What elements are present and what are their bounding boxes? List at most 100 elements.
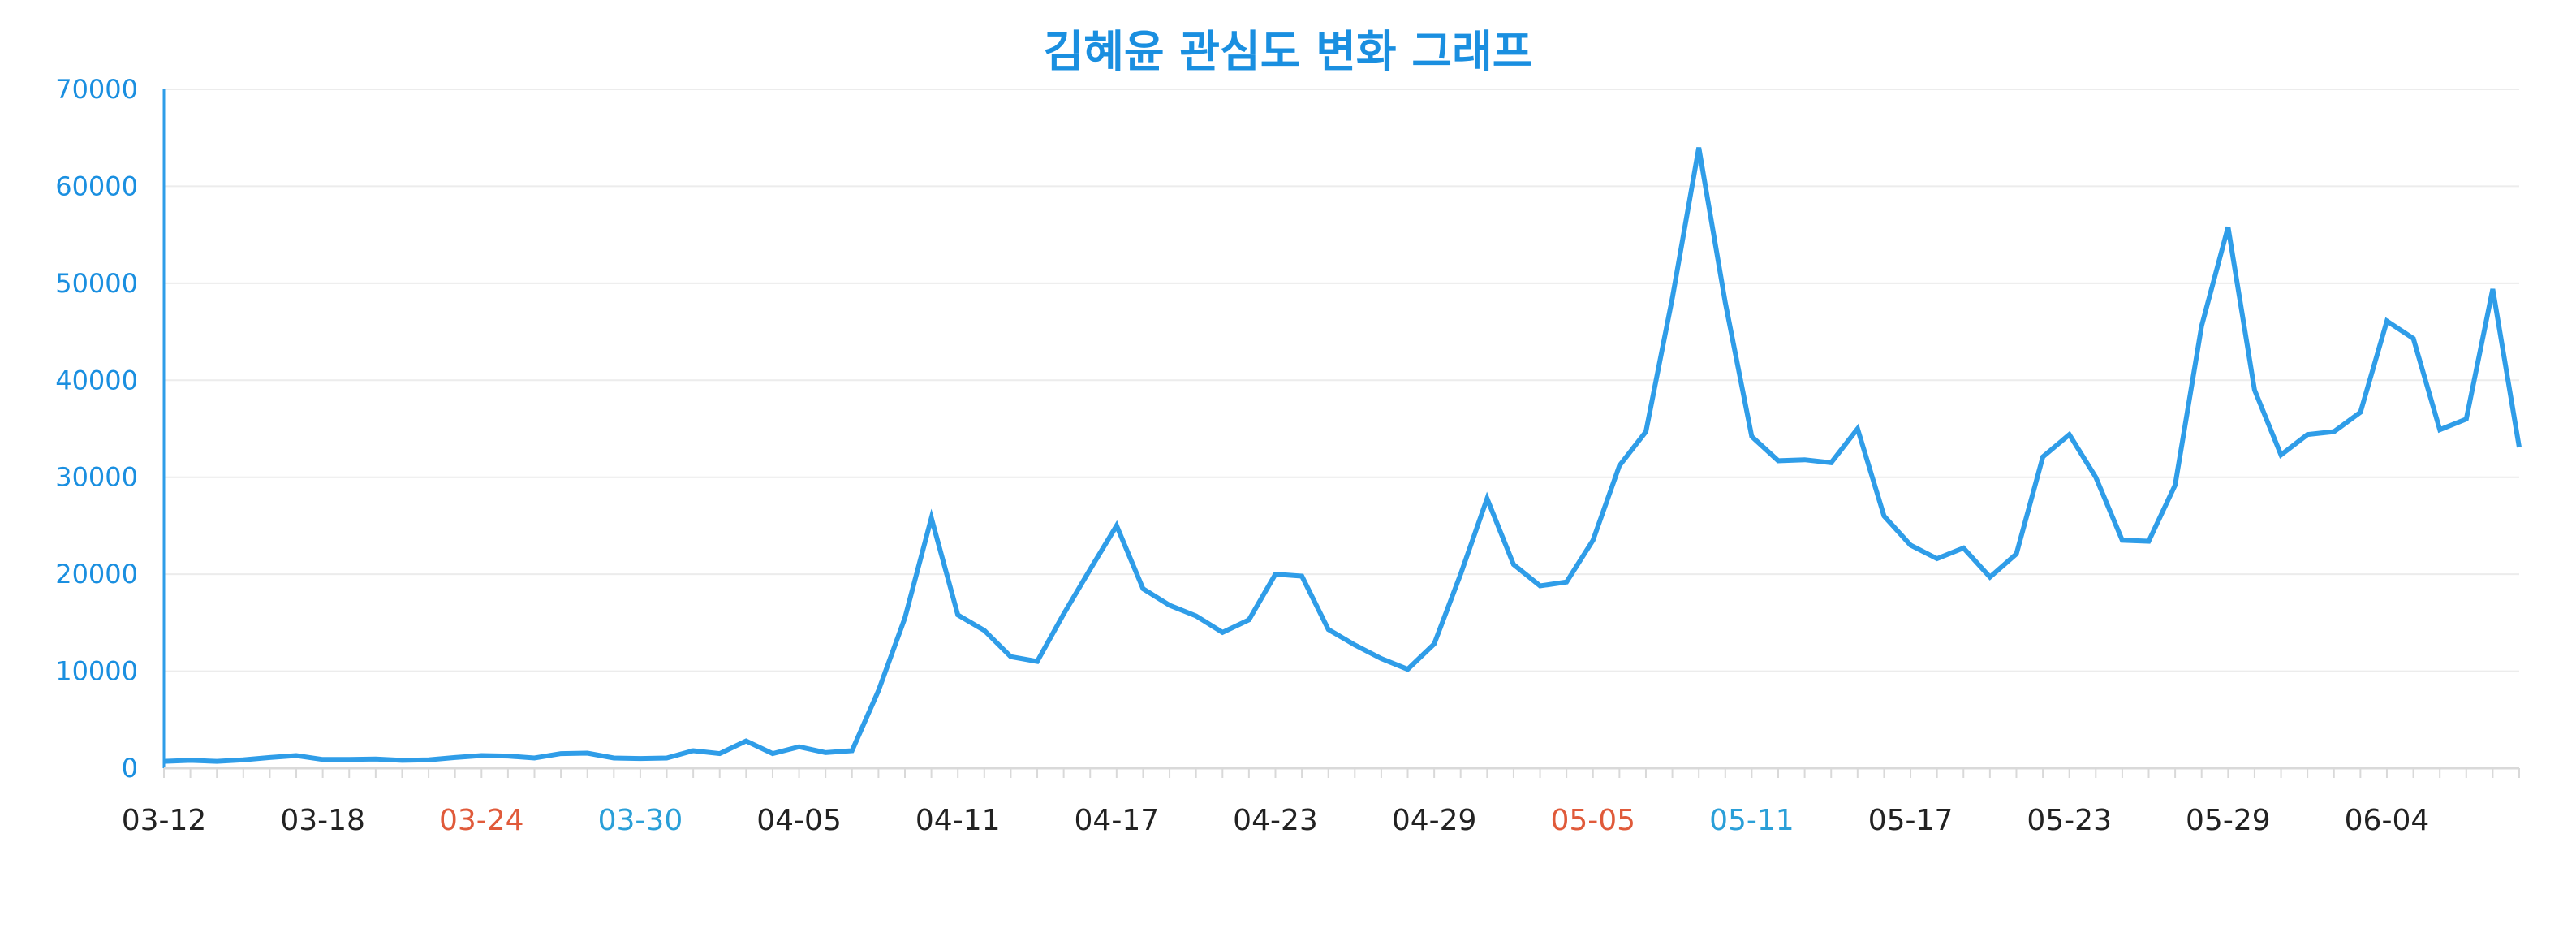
data-point: [850, 749, 855, 754]
data-point: [1379, 656, 1384, 661]
data-point: [638, 756, 643, 761]
data-point: [1961, 546, 1966, 551]
data-point: [929, 516, 934, 520]
data-point: [1564, 580, 1569, 585]
data-point: [770, 751, 775, 756]
data-point: [1035, 659, 1040, 664]
x-tick-label: 05-05: [1550, 804, 1635, 837]
x-tick-label: 03-12: [122, 804, 207, 837]
data-point: [1484, 496, 1489, 501]
x-tick-label: 03-24: [439, 804, 524, 837]
data-point: [1273, 572, 1277, 577]
x-tick-label: 03-18: [280, 804, 365, 837]
data-point: [955, 612, 960, 617]
data-point: [1511, 562, 1516, 567]
data-point: [1088, 567, 1092, 572]
series-layer: [163, 145, 2522, 764]
data-point: [1749, 434, 1754, 439]
data-point: [1643, 430, 1648, 434]
data-point: [1617, 463, 1622, 468]
data-point: [585, 750, 590, 755]
x-tick-label: 04-17: [1075, 804, 1160, 837]
y-tick-label: 30000: [55, 462, 138, 493]
data-point: [2147, 539, 2152, 544]
data-point: [2014, 551, 2018, 556]
data-point: [1008, 654, 1013, 659]
data-point: [2305, 432, 2310, 437]
data-point: [2517, 445, 2522, 450]
data-point: [399, 758, 404, 762]
data-point: [691, 749, 696, 754]
data-point: [2225, 225, 2230, 230]
data-point: [1352, 642, 1357, 647]
y-axis: 0 10000 20000 30000 40000 50000 60000 70000: [55, 74, 166, 784]
data-point: [2464, 417, 2469, 421]
data-point: [2120, 538, 2125, 542]
data-point: [2358, 410, 2363, 415]
data-point: [2490, 287, 2495, 292]
data-point: [2252, 387, 2257, 392]
data-point: [902, 616, 907, 620]
data-point: [797, 745, 802, 749]
data-point: [453, 755, 458, 760]
data-point: [188, 758, 193, 762]
data-point: [1062, 611, 1066, 616]
data-point: [982, 628, 987, 633]
x-tick-label: 05-17: [1868, 804, 1954, 837]
data-point: [1432, 641, 1437, 646]
data-point: [1326, 627, 1331, 632]
y-tick-label: 10000: [55, 656, 138, 687]
data-point: [2173, 482, 2178, 487]
data-point: [1538, 583, 1543, 588]
chart-title: 김혜윤 관심도 변화 그래프: [1044, 26, 1533, 77]
series-line: [163, 147, 2522, 764]
data-point: [267, 755, 272, 760]
data-point: [479, 753, 484, 758]
data-point: [1855, 426, 1860, 431]
x-tick-label: 04-11: [915, 804, 1001, 837]
x-tick-label: 06-04: [2345, 804, 2430, 837]
y-tick-label: 40000: [55, 365, 138, 395]
data-point: [2199, 323, 2204, 328]
data-point: [611, 755, 616, 760]
data-point: [2332, 430, 2337, 434]
data-point: [1908, 542, 1913, 547]
data-point: [1776, 458, 1781, 463]
data-point: [532, 755, 536, 760]
x-tick-label: 03-30: [598, 804, 683, 837]
data-point: [347, 757, 351, 762]
x-axis: 03-12 03-18 03-24 03-30 04-05 04-11 04-17 04-23…: [122, 767, 2520, 837]
data-point: [506, 754, 510, 758]
data-point: [558, 751, 563, 756]
data-point: [321, 757, 325, 762]
data-point: [665, 755, 670, 760]
data-point: [1670, 296, 1675, 300]
y-tick-label: 20000: [55, 559, 138, 590]
y-tick-label: 70000: [55, 74, 138, 105]
data-point: [1220, 630, 1225, 635]
data-point: [1696, 145, 1701, 150]
data-point: [876, 688, 881, 693]
data-point: [1247, 617, 1251, 622]
x-tick-label: 05-11: [1709, 804, 1794, 837]
data-point: [1167, 603, 1172, 607]
data-point: [1723, 300, 1728, 305]
data-point: [823, 750, 828, 755]
y-tick-label: 50000: [55, 268, 138, 299]
data-point: [2040, 455, 2045, 460]
data-point: [1829, 460, 1833, 465]
x-tick-label: 05-29: [2186, 804, 2271, 837]
data-point: [426, 758, 431, 762]
x-tick-label: 04-05: [756, 804, 842, 837]
data-point: [294, 753, 299, 758]
y-tick-label: 0: [122, 753, 138, 784]
data-point: [1803, 457, 1807, 462]
x-tick-label: 04-23: [1233, 804, 1318, 837]
data-point: [373, 757, 378, 762]
x-tick-label: 05-23: [2027, 804, 2112, 837]
data-point: [1114, 523, 1119, 528]
data-point: [1591, 538, 1596, 542]
data-point: [1988, 575, 1992, 580]
